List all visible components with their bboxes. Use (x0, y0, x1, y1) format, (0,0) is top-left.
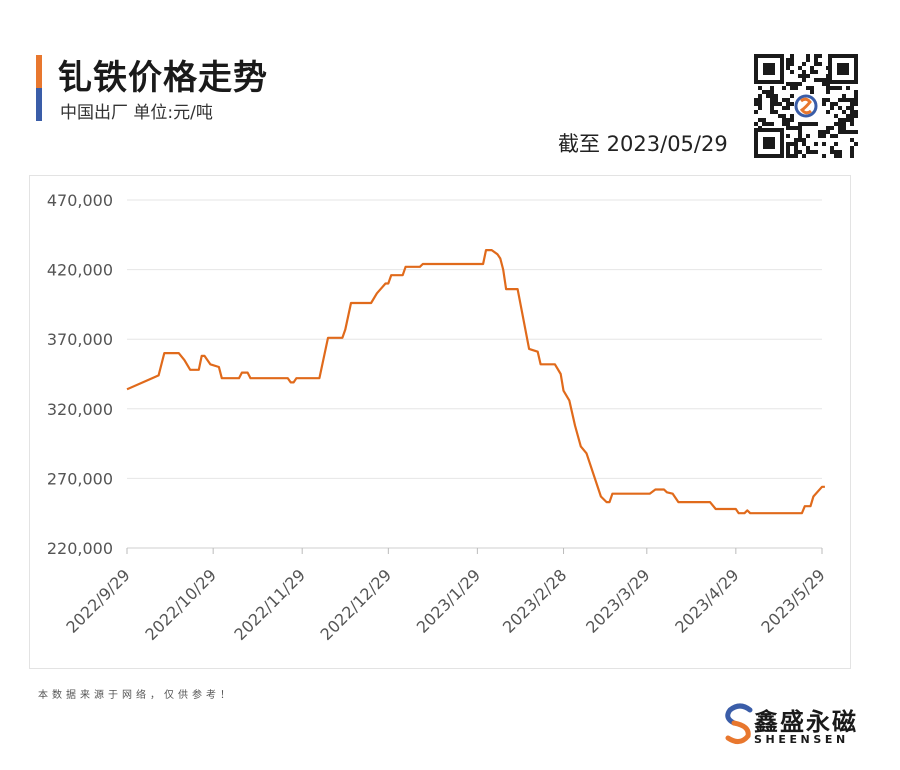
chart-frame (29, 175, 851, 669)
source-disclaimer: 本数据来源于网络，仅供参考！ (38, 690, 234, 701)
chart-subtitle: 中国出厂 单位:元/吨 (60, 103, 213, 123)
as-of-date: 截至 2023/05/29 (558, 132, 728, 156)
x-tick-label: 2023/3/29 (582, 565, 653, 636)
y-tick-label: 220,000 (47, 539, 113, 558)
y-tick-label: 420,000 (47, 261, 113, 280)
x-tick-label: 2022/10/29 (141, 565, 220, 644)
y-tick-label: 470,000 (47, 191, 113, 210)
y-tick-label: 320,000 (47, 400, 113, 419)
title-accent-bar (36, 55, 42, 121)
x-tick-label: 2022/11/29 (230, 565, 309, 644)
y-tick-label: 270,000 (47, 469, 113, 488)
line-chart: 220,000 270,000 320,000 370,000 420,000 470,0… (47, 191, 829, 644)
series-line (126, 249, 825, 515)
y-tick-label: 370,000 (47, 330, 113, 349)
x-tick-label: 2023/4/29 (671, 565, 742, 636)
x-tick-label: 2022/12/29 (317, 565, 396, 644)
x-tick-label: 2023/2/28 (499, 565, 570, 636)
x-tick-label: 2023/1/29 (413, 565, 484, 636)
brand-name-cn: 鑫盛永磁 (754, 708, 858, 736)
qr-code-icon (754, 54, 858, 158)
brand-name-en: SHEENSEN (754, 733, 849, 746)
x-tick-label: 2023/5/29 (757, 565, 828, 636)
x-tick-label: 2022/9/29 (62, 565, 133, 636)
sheensen-logo-icon (725, 703, 753, 744)
chart-title: 钆铁价格走势 (58, 58, 268, 98)
